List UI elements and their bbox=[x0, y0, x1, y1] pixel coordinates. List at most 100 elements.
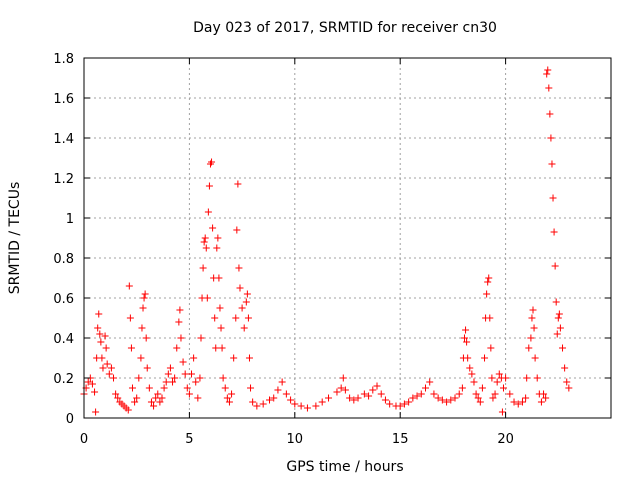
data-point bbox=[498, 408, 506, 416]
data-point bbox=[400, 400, 408, 408]
data-point bbox=[162, 378, 170, 386]
data-point bbox=[499, 384, 507, 392]
data-point bbox=[455, 390, 463, 398]
x-axis-label: GPS time / hours bbox=[286, 459, 403, 475]
data-point bbox=[373, 382, 381, 390]
data-point bbox=[381, 396, 389, 404]
data-point bbox=[240, 324, 248, 332]
data-point bbox=[202, 244, 210, 252]
data-point bbox=[548, 160, 556, 168]
data-point bbox=[542, 394, 550, 402]
data-point bbox=[235, 264, 243, 272]
data-point bbox=[485, 274, 493, 282]
data-point bbox=[200, 238, 208, 246]
data-point bbox=[98, 354, 106, 362]
data-point bbox=[565, 384, 573, 392]
x-tick-label: 10 bbox=[287, 432, 304, 447]
data-point bbox=[487, 344, 495, 352]
chart-title: Day 023 of 2017, SRMTID for receiver cn3… bbox=[193, 20, 497, 36]
data-point bbox=[484, 278, 492, 286]
data-point bbox=[553, 330, 561, 338]
data-point bbox=[230, 354, 238, 362]
data-point bbox=[96, 330, 104, 338]
data-points bbox=[80, 66, 573, 416]
data-point bbox=[447, 396, 455, 404]
data-point bbox=[247, 384, 255, 392]
data-point bbox=[488, 374, 496, 382]
data-point bbox=[462, 326, 470, 334]
data-point bbox=[486, 314, 494, 322]
data-point bbox=[124, 406, 132, 414]
data-point bbox=[232, 314, 240, 322]
data-point bbox=[158, 394, 166, 402]
data-point bbox=[216, 304, 224, 312]
data-point bbox=[110, 374, 118, 382]
data-point bbox=[341, 386, 349, 394]
data-point bbox=[545, 84, 553, 92]
data-point bbox=[325, 394, 333, 402]
data-point bbox=[139, 304, 147, 312]
data-point bbox=[527, 334, 535, 342]
data-point bbox=[514, 400, 522, 408]
data-point bbox=[443, 398, 451, 406]
data-point bbox=[551, 262, 559, 270]
data-point bbox=[213, 244, 221, 252]
data-point bbox=[125, 282, 133, 290]
data-point bbox=[95, 310, 103, 318]
data-point bbox=[460, 334, 468, 342]
data-point bbox=[218, 344, 226, 352]
data-point bbox=[208, 158, 216, 166]
y-tick-label: 1.4 bbox=[53, 132, 74, 147]
data-point bbox=[337, 384, 345, 392]
data-point bbox=[434, 394, 442, 402]
data-point bbox=[154, 390, 162, 398]
data-point bbox=[409, 394, 417, 402]
data-point bbox=[137, 354, 145, 362]
data-point bbox=[114, 394, 122, 402]
data-point bbox=[126, 314, 134, 322]
data-point bbox=[147, 398, 155, 406]
data-point bbox=[94, 324, 102, 332]
data-point bbox=[135, 374, 143, 382]
data-point bbox=[531, 354, 539, 362]
y-axis-label: SRMTID / TECUs bbox=[7, 182, 23, 295]
data-point bbox=[350, 396, 358, 404]
data-point bbox=[464, 354, 472, 362]
data-point bbox=[472, 390, 480, 398]
data-point bbox=[278, 378, 286, 386]
data-point bbox=[103, 360, 111, 368]
data-point bbox=[540, 390, 548, 398]
data-point bbox=[430, 390, 438, 398]
data-point bbox=[99, 364, 107, 372]
data-point bbox=[164, 370, 172, 378]
data-point bbox=[88, 380, 96, 388]
data-point bbox=[270, 394, 278, 402]
y-tick-label: 0.2 bbox=[53, 372, 74, 387]
data-point bbox=[143, 364, 151, 372]
y-tick-label: 1.2 bbox=[53, 172, 74, 187]
x-tick-label: 15 bbox=[392, 432, 409, 447]
data-point bbox=[493, 378, 501, 386]
data-point bbox=[365, 392, 373, 400]
data-point bbox=[550, 228, 558, 236]
data-point bbox=[537, 398, 545, 406]
data-point bbox=[204, 208, 212, 216]
data-point bbox=[451, 394, 459, 402]
data-point bbox=[489, 394, 497, 402]
data-point bbox=[194, 394, 202, 402]
data-point bbox=[245, 354, 253, 362]
data-point bbox=[476, 398, 484, 406]
data-point bbox=[468, 370, 476, 378]
data-point bbox=[523, 374, 531, 382]
data-point bbox=[483, 290, 491, 298]
data-point bbox=[522, 394, 530, 402]
data-point bbox=[234, 180, 242, 188]
data-point bbox=[242, 298, 250, 306]
data-point bbox=[203, 294, 211, 302]
data-point bbox=[101, 332, 109, 340]
data-point bbox=[160, 384, 168, 392]
data-point bbox=[547, 134, 555, 142]
data-point bbox=[221, 384, 229, 392]
data-point bbox=[169, 378, 177, 386]
